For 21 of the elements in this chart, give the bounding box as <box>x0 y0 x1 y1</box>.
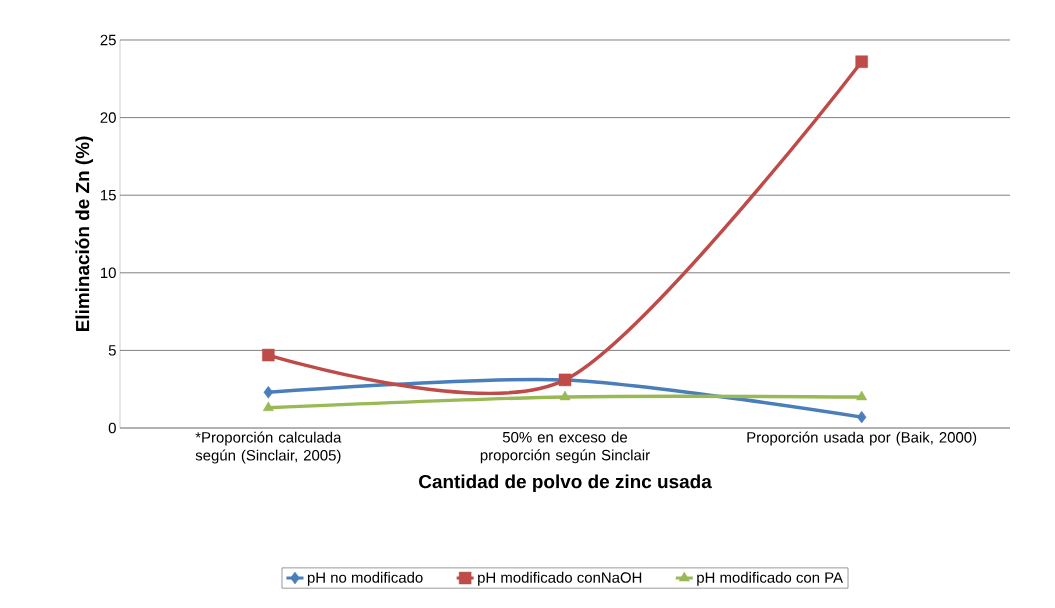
point <box>262 401 274 412</box>
y-tick-label: 25 <box>100 34 116 46</box>
point <box>263 386 274 399</box>
y-tick-label: 0 <box>108 422 116 434</box>
legend-label: pH modificado con PA <box>697 571 843 586</box>
y-tick-label: 15 <box>101 189 116 201</box>
x-tick-label: 50% en exceso de proporción según Sinclair <box>480 431 650 464</box>
x-axis-title: Cantidad de polvo de zinc usada <box>419 474 712 493</box>
point <box>855 55 868 68</box>
legend-label: pH modificado conNaOH <box>478 571 642 586</box>
y-tick-label: 20 <box>100 112 116 123</box>
y-tick-label: 10 <box>101 267 116 279</box>
y-tick-label: 5 <box>108 345 116 356</box>
point <box>262 348 275 362</box>
x-tick-label: Proporción usada por (Baik, 2000) <box>747 431 977 446</box>
point <box>856 410 867 424</box>
y-axis-title: Eliminación de Zn (%) <box>75 136 94 332</box>
point <box>856 390 868 401</box>
point <box>559 390 571 401</box>
x-tick-label: *Proporción calculada según (Sinclair, 2005) <box>195 431 342 464</box>
legend-label: pH no modificado <box>307 571 423 586</box>
